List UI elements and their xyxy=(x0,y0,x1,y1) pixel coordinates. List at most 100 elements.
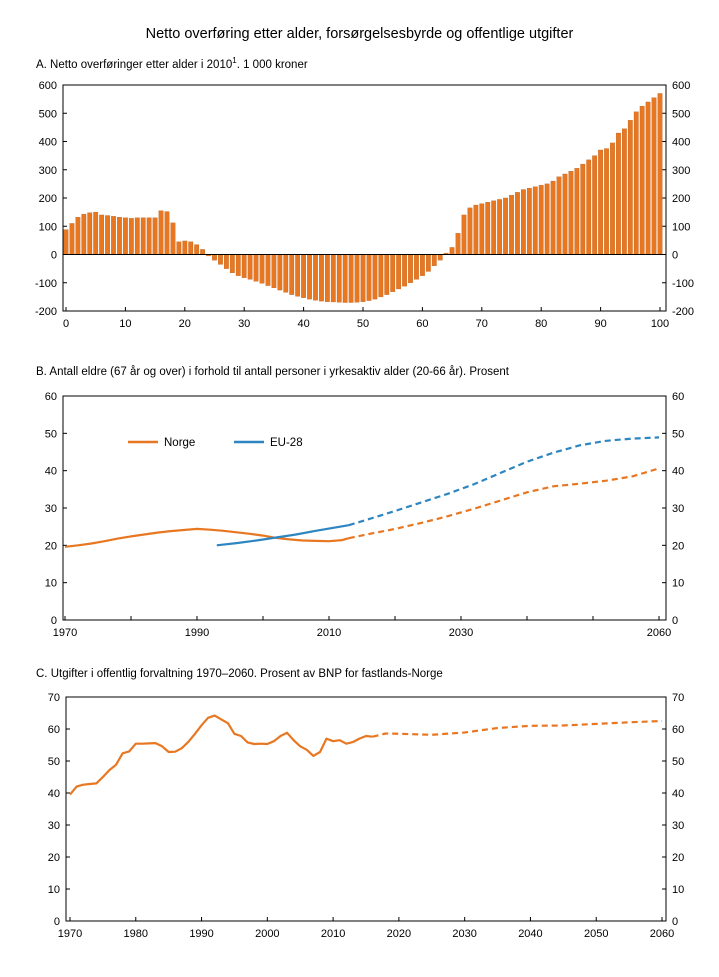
panel-a-ytick-label-right: 400 xyxy=(672,137,690,149)
panel-a-bar xyxy=(301,254,306,298)
panel-a-bar xyxy=(176,241,182,255)
panel-a-bar xyxy=(562,173,568,255)
panel-a-bar xyxy=(188,241,194,255)
panel-a-ytick-label-left: 200 xyxy=(39,193,57,205)
panel-a-bar xyxy=(324,254,330,302)
panel-a-bar xyxy=(491,200,497,255)
panel-c-title: C. Utgifter i offentlig forvaltning 1970… xyxy=(36,668,443,680)
panel-c-ytick-label-left: 60 xyxy=(48,724,60,736)
panel-a-xtick-label: 20 xyxy=(179,318,191,330)
panel-a-bar xyxy=(431,254,437,266)
panel-c-ytick-label-right: 30 xyxy=(672,820,684,832)
panel-c-ytick-label-left: 0 xyxy=(54,916,60,928)
panel-a-bar xyxy=(503,197,508,255)
panel-a-ytick-label-right: 200 xyxy=(672,193,690,205)
panel-a-bar xyxy=(509,195,514,255)
panel-a-bar xyxy=(105,215,110,255)
panel-a-bar xyxy=(414,254,419,280)
panel-a-bar xyxy=(75,217,81,255)
panel-b-frame xyxy=(62,395,667,621)
panel-c-xtick-label: 2010 xyxy=(321,928,345,940)
panel-a-ytick-label-right: 100 xyxy=(672,221,690,233)
panel-a-bar xyxy=(574,168,580,255)
panel-a-bar xyxy=(616,132,621,255)
panel-b-ytick-label-right: 60 xyxy=(672,391,684,403)
panel-a-bar xyxy=(348,254,354,303)
panel-a-bar xyxy=(485,202,491,255)
panel-a-bar xyxy=(568,171,574,255)
panel-a-ytick-label-left: -200 xyxy=(35,306,57,318)
panel-b-legend-label-eu28: EU-28 xyxy=(270,437,303,449)
panel-a-xtick-label: 100 xyxy=(651,318,669,330)
panel-a-bar xyxy=(259,254,265,284)
panel-b-ytick-label-right: 50 xyxy=(672,428,684,440)
panel-a-bar xyxy=(229,254,235,274)
panel-a-bar xyxy=(449,247,455,255)
panel-c-xtick-label: 2000 xyxy=(255,928,279,940)
panel-a-ytick-label-left: 300 xyxy=(39,165,57,177)
panel-a-bar xyxy=(200,249,205,255)
page-title: Netto overføring etter alder, forsørgels… xyxy=(145,26,574,42)
panel-a-bar xyxy=(586,159,592,255)
panel-a-bar xyxy=(455,233,461,255)
panel-a-bar xyxy=(390,254,396,292)
panel-c-ytick-label-right: 70 xyxy=(672,692,684,704)
panel-a-bar xyxy=(378,254,384,298)
panel-a-bar xyxy=(111,216,116,255)
panel-a-bar xyxy=(283,254,289,293)
panel-a-bar xyxy=(295,254,301,297)
panel-a-bar xyxy=(396,254,402,290)
panel-a-ytick-label-left: 0 xyxy=(51,250,57,262)
panel-b-xtick-label: 1990 xyxy=(185,627,209,639)
panel-b-xtick-label: 2030 xyxy=(449,627,473,639)
panel-a-title: A. Netto overføringer etter alder i 2010… xyxy=(36,56,308,71)
panel-a-bar xyxy=(657,93,663,255)
panel-a-bar xyxy=(218,254,223,265)
panel-b-legend-label-norge: Norge xyxy=(164,437,195,449)
panel-a-bar xyxy=(235,254,241,276)
panel-a-xtick-label: 10 xyxy=(119,318,131,330)
panel-a-bar xyxy=(360,254,366,302)
panel-a-bar xyxy=(354,254,360,303)
panel-b-series-eu28-line xyxy=(216,524,349,547)
panel-c-xtick-label: 2020 xyxy=(387,928,411,940)
panel-a-bar xyxy=(598,149,603,255)
panel-b-ytick-label-left: 50 xyxy=(45,428,57,440)
panel-a-bar xyxy=(420,254,425,276)
panel-a-xtick-label: 50 xyxy=(357,318,369,330)
panel-a-bar xyxy=(307,254,312,300)
panel-a-bar xyxy=(497,199,502,255)
panel-a-title-text: A. Netto overføringer etter alder i 2010 xyxy=(36,58,233,71)
panel-b-ytick-label-left: 20 xyxy=(45,540,57,552)
panel-c-ytick-label-left: 40 xyxy=(48,788,60,800)
panel-c-ytick-label-left: 70 xyxy=(48,692,60,704)
panel-b-series-norge-line xyxy=(64,527,350,548)
panel-a-bar xyxy=(550,180,556,255)
panel-c-xtick-label: 1970 xyxy=(58,928,82,940)
panel-c-series-projection xyxy=(372,719,663,738)
panel-c-ytick-label-left: 10 xyxy=(48,884,60,896)
panel-a-xtick-label: 60 xyxy=(416,318,428,330)
panel-a-ytick-label-left: -100 xyxy=(35,278,57,290)
panel-a-bar xyxy=(319,254,324,302)
panel-a-bar xyxy=(63,229,69,255)
panel-a-bar xyxy=(651,97,657,255)
panel-c-ytick-label-right: 0 xyxy=(672,916,678,928)
panel-c-frame xyxy=(65,696,667,922)
panel-a-bar xyxy=(425,254,431,272)
panel-a-bar xyxy=(408,254,413,283)
panel-a-bar xyxy=(271,254,277,288)
panel-b-series-norge-projection xyxy=(348,467,660,540)
panel-b-ytick-label-right: 0 xyxy=(672,615,678,627)
panel-a-bar xyxy=(473,204,479,255)
panel-a-bar xyxy=(633,111,639,255)
panel-a-bar xyxy=(580,163,586,255)
panel-c-xtick-label: 2060 xyxy=(650,928,674,940)
panel-b-xtick-label: 2010 xyxy=(317,627,341,639)
panel-a-bar xyxy=(69,223,75,255)
panel-a-bar xyxy=(336,254,342,303)
panel-a-bar xyxy=(515,192,520,255)
panel-a-bar xyxy=(437,254,443,261)
panel-a-bar xyxy=(253,254,259,282)
panel-a-bar xyxy=(467,207,473,255)
